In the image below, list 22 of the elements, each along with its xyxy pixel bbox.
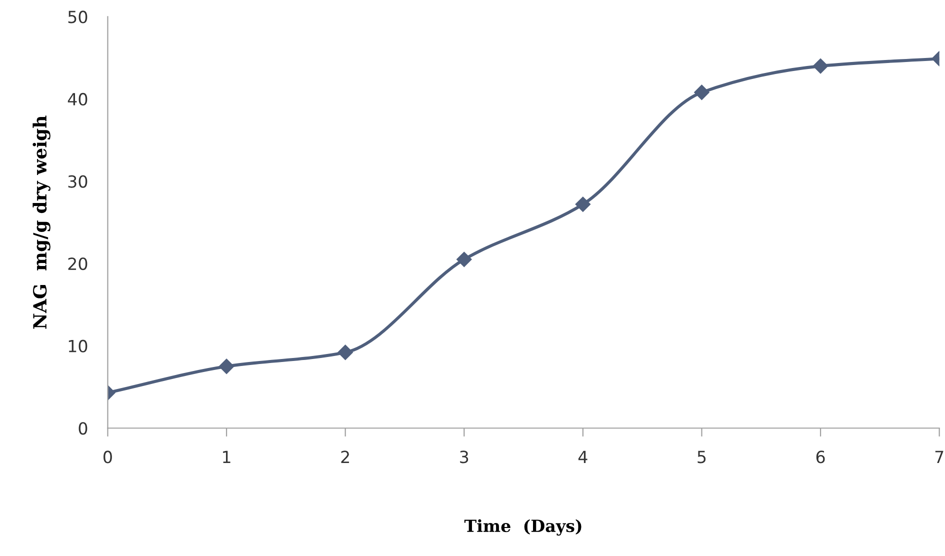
x-tick-label: 1 bbox=[223, 450, 230, 464]
x-tick-label: 6 bbox=[816, 450, 825, 464]
y-tick-label: 0 bbox=[78, 422, 88, 435]
point bbox=[575, 196, 590, 212]
y-tick-label: 20 bbox=[68, 258, 88, 270]
point bbox=[218, 358, 234, 374]
y-axis-title: NAG mg/g dry weigh bbox=[32, 116, 50, 329]
x-tick-label: 5 bbox=[698, 450, 706, 464]
x-tick-label: 3 bbox=[460, 450, 468, 464]
x-tick-label: 4 bbox=[578, 450, 588, 464]
point bbox=[456, 252, 472, 267]
y-tick-label: 40 bbox=[68, 92, 88, 106]
point bbox=[694, 84, 710, 100]
y-tick-label: 50 bbox=[68, 10, 88, 24]
x-axis-title: Time (Days) bbox=[464, 519, 582, 536]
x-tick-label: 7 bbox=[935, 450, 944, 464]
point bbox=[812, 58, 828, 74]
y-tick-label: 10 bbox=[68, 340, 88, 352]
point bbox=[338, 344, 353, 360]
x-tick-label: 2 bbox=[341, 450, 349, 464]
x-tick-label: 0 bbox=[104, 450, 112, 464]
y-tick-label: 30 bbox=[68, 175, 88, 188]
